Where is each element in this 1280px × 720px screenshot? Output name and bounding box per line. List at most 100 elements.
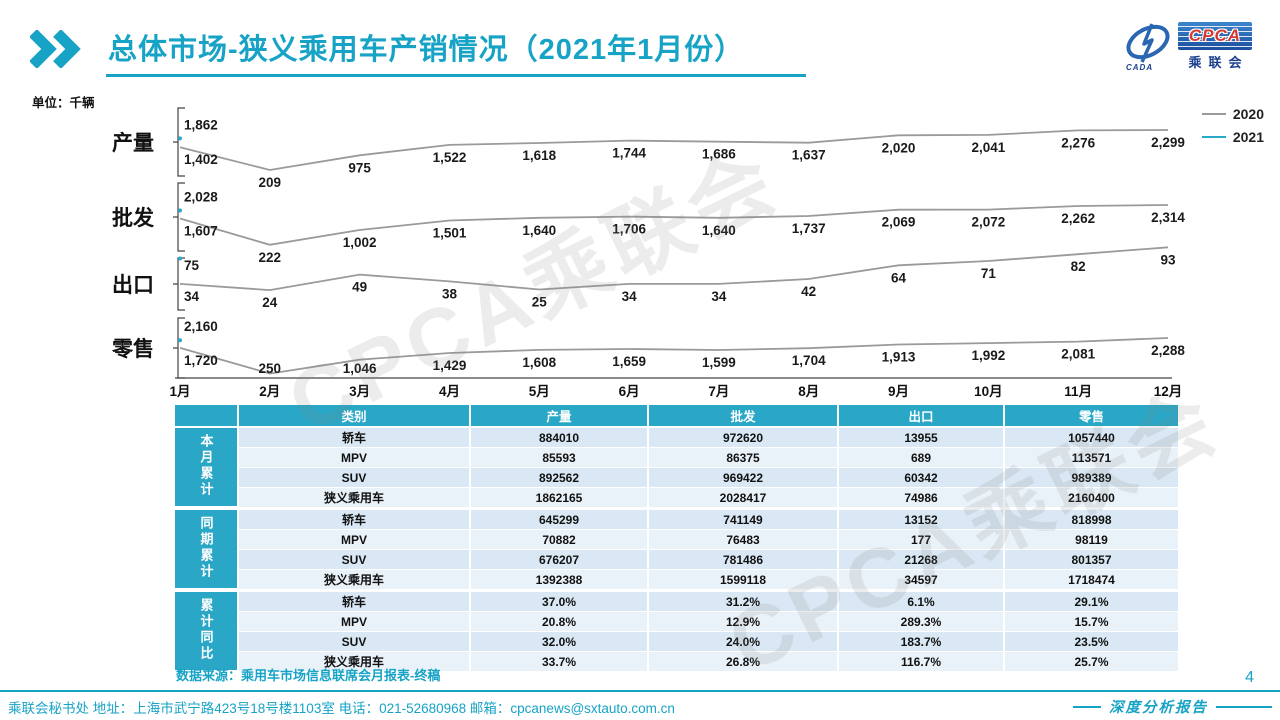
cada-label: CADA — [1126, 63, 1154, 72]
table-cell: 113571 — [1005, 448, 1180, 468]
value-label-2020: 42 — [801, 284, 816, 299]
table-cell: 969422 — [649, 468, 839, 488]
table-cell: 33.7% — [471, 652, 649, 672]
value-label-2020: 34 — [622, 289, 638, 304]
value-label-2021: 75 — [184, 258, 200, 273]
table-cell: 13955 — [839, 428, 1005, 448]
value-label-2020: 1,429 — [433, 358, 467, 373]
summary-table: 类别 产量 批发 出口 零售 本月累计 轿车 884010 972620 13955 1057440… — [175, 405, 1180, 672]
table-cell: 24.0% — [649, 632, 839, 652]
cpca-swoosh-icon: CADA — [1122, 20, 1174, 72]
table-cell: 86375 — [649, 448, 839, 468]
table-column-header: 类别 — [239, 405, 471, 428]
table-row: MPV 85593 86375 689 113571 — [175, 448, 1180, 468]
table-cell: 25.7% — [1005, 652, 1180, 672]
value-label-2020: 1,002 — [343, 235, 377, 250]
series-2021-point — [178, 338, 182, 343]
value-label-2020: 1,501 — [433, 226, 467, 241]
series-2020-line — [179, 204, 1169, 246]
table-cell: SUV — [239, 468, 471, 488]
table-cell: 177 — [839, 530, 1005, 550]
value-label-2020: 250 — [259, 361, 282, 376]
value-label-2020: 1,640 — [702, 223, 736, 238]
table-column-header: 批发 — [649, 405, 839, 428]
table-cell: 6.1% — [839, 590, 1005, 612]
value-label-2020: 2,041 — [972, 140, 1006, 155]
chart-row-label: 出口 — [112, 274, 154, 297]
table-cell: 狭义乘用车 — [239, 570, 471, 590]
table-cell: 15.7% — [1005, 612, 1180, 632]
value-label-2020: 1,402 — [184, 152, 218, 167]
value-label-2020: 209 — [259, 175, 282, 190]
table-cell: 轿车 — [239, 590, 471, 612]
value-label-2020: 34 — [711, 289, 727, 304]
series-2021-point — [178, 256, 182, 261]
table-cell: 116.7% — [839, 652, 1005, 672]
divider-line — [1216, 705, 1272, 708]
value-label-2020: 49 — [352, 280, 367, 295]
value-label-2020: 34 — [184, 289, 200, 304]
axis-bracket — [173, 107, 185, 177]
table-cell: 37.0% — [471, 590, 649, 612]
table-cell: 892562 — [471, 468, 649, 488]
table-cell: 989389 — [1005, 468, 1180, 488]
table-cell: 34597 — [839, 570, 1005, 590]
cpca-label: CPCA — [1188, 25, 1242, 45]
value-label-2020: 1,618 — [522, 148, 556, 163]
table-cell: 1599118 — [649, 570, 839, 590]
table-cell: 20.8% — [471, 612, 649, 632]
double-chevron-icon — [30, 30, 81, 68]
value-label-2020: 1,913 — [882, 350, 916, 365]
table-row: 同期累计 轿车 645299 741149 13152 818998 — [175, 508, 1180, 590]
value-label-2020: 1,637 — [792, 148, 826, 163]
table-cell: 13152 — [839, 508, 1005, 530]
x-axis-month-label: 1月 — [169, 384, 190, 399]
value-label-2020: 71 — [981, 266, 997, 281]
table-group-label: 本月累计 — [175, 428, 239, 508]
table-cell: 1862165 — [471, 488, 649, 508]
value-label-2020: 1,046 — [343, 361, 377, 376]
table-cell: 26.8% — [649, 652, 839, 672]
table-cell: MPV — [239, 448, 471, 468]
series-2020-line — [179, 337, 1169, 375]
value-label-2020: 1,608 — [522, 355, 556, 370]
table-cell: 2028417 — [649, 488, 839, 508]
value-label-2020: 93 — [1160, 252, 1176, 267]
table-row: 狭义乘用车 1392388 1599118 34597 1718474 — [175, 570, 1180, 590]
value-label-2020: 1,704 — [792, 353, 826, 368]
table-row: SUV 32.0% 24.0% 183.7% 23.5% — [175, 632, 1180, 652]
series-2020-line — [179, 246, 1169, 292]
value-label-2020: 975 — [348, 160, 371, 175]
table-cell: 12.9% — [649, 612, 839, 632]
chart-legend: 2020 2021 — [1201, 106, 1264, 145]
value-label-2020: 1,522 — [433, 150, 467, 165]
table-cell: SUV — [239, 550, 471, 570]
table-cell: 289.3% — [839, 612, 1005, 632]
table-header-row: 类别 产量 批发 出口 零售 — [175, 405, 1180, 428]
page-number: 4 — [1245, 669, 1254, 686]
value-label-2020: 1,720 — [184, 353, 218, 368]
value-label-2020: 2,020 — [882, 140, 916, 155]
divider-line — [1073, 705, 1101, 708]
value-label-2020: 1,640 — [522, 223, 556, 238]
table-row: 狭义乘用车 33.7% 26.8% 116.7% 25.7% — [175, 652, 1180, 672]
table-cell: SUV — [239, 632, 471, 652]
data-source-note: 数据来源：乘用车市场信息联席会月报表-终稿 — [176, 668, 441, 683]
table-row: 狭义乘用车 1862165 2028417 74986 2160400 — [175, 488, 1180, 508]
table-cell: 31.2% — [649, 590, 839, 612]
x-axis-month-label: 3月 — [349, 384, 370, 399]
value-label-2020: 38 — [442, 286, 458, 301]
value-label-2020: 2,288 — [1151, 343, 1185, 358]
x-axis-month-label: 10月 — [974, 384, 1003, 399]
value-label-2021: 2,028 — [184, 190, 218, 205]
table-row: SUV 892562 969422 60342 989389 — [175, 468, 1180, 488]
legend-line-swatch — [1201, 113, 1226, 115]
table-cell: 98119 — [1005, 530, 1180, 550]
value-label-2020: 82 — [1071, 259, 1086, 274]
x-axis-month-label: 7月 — [708, 384, 729, 399]
table-cell: 轿车 — [239, 508, 471, 530]
x-axis-month-label: 12月 — [1154, 384, 1183, 399]
table-cell: 23.5% — [1005, 632, 1180, 652]
table-group-label: 同期累计 — [175, 508, 239, 590]
value-label-2020: 2,314 — [1151, 210, 1185, 225]
